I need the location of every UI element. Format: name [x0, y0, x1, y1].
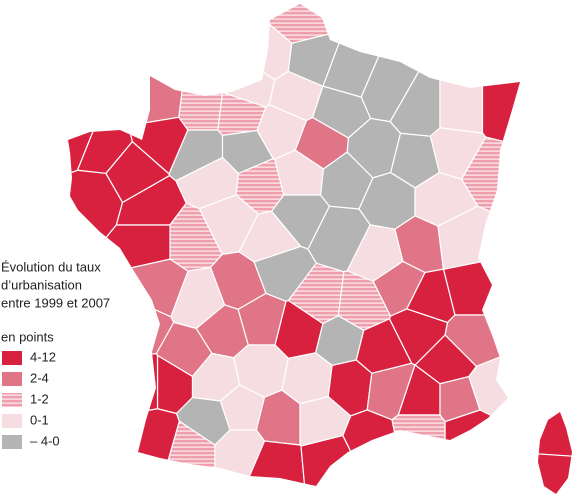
legend-label: 4-12 [30, 349, 56, 364]
legend-label: 2-4 [30, 370, 49, 385]
legend-label: 1-2 [30, 391, 49, 406]
department [178, 25, 224, 131]
legend-swatch [2, 372, 22, 386]
department [68, 352, 159, 436]
legend-title: d’urbanisation [1, 277, 82, 292]
legend-subtitle: en points [1, 329, 54, 344]
legend-label: – 4-0 [30, 433, 60, 448]
legend-label: 0-1 [30, 412, 49, 427]
department [300, 434, 376, 486]
legend-swatch [2, 435, 22, 449]
department [468, 324, 520, 461]
corsica [538, 412, 572, 494]
legend-title: Évolution du taux [1, 259, 101, 274]
legend-title: entre 1999 et 2007 [1, 295, 110, 310]
legend-swatch [2, 351, 22, 365]
department [538, 412, 572, 458]
legend-swatch [2, 414, 22, 428]
department [391, 414, 446, 486]
department [239, 4, 379, 44]
department [188, 21, 276, 108]
department [538, 452, 572, 494]
department [177, 4, 293, 81]
legend: Évolution du taux d’urbanisation entre 1… [1, 259, 110, 449]
department [439, 4, 484, 134]
department [481, 4, 520, 162]
department [68, 4, 191, 127]
legend-swatch [2, 393, 22, 407]
department [68, 408, 180, 486]
